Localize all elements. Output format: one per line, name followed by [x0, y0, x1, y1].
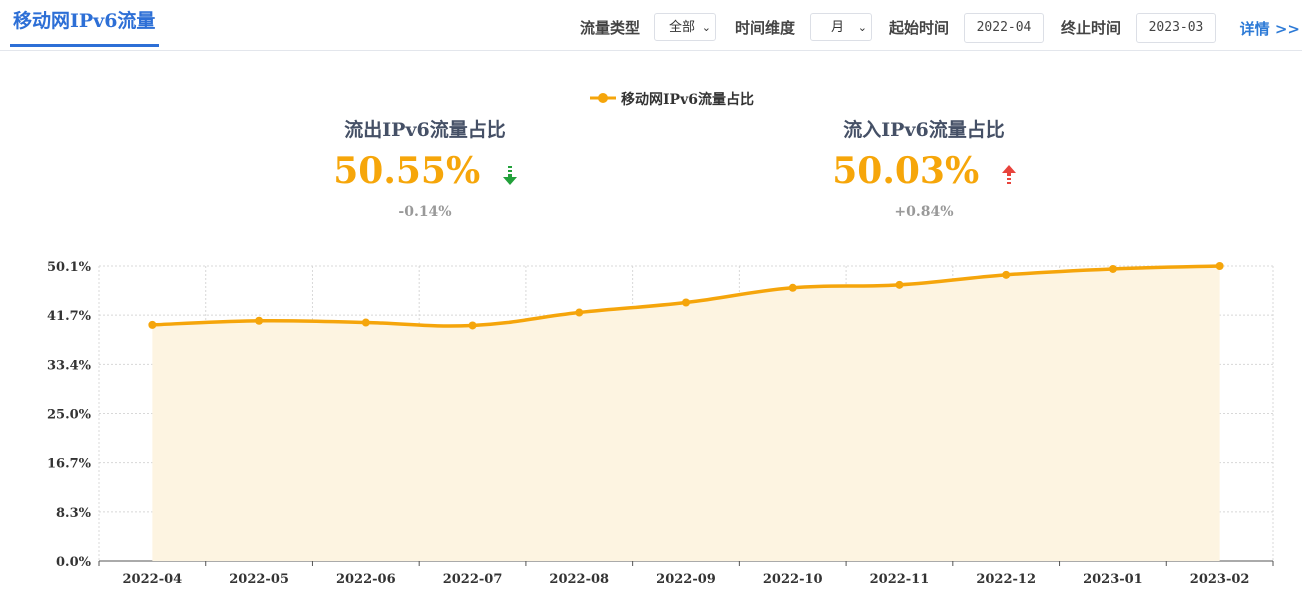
- details-link[interactable]: 详情 >>: [1239, 20, 1300, 38]
- tab-mobile-ipv6-traffic[interactable]: 移动网IPv6流量: [10, 0, 159, 47]
- data-point-2023-01: [1108, 264, 1117, 273]
- x-tick-label: 2022-08: [549, 572, 609, 587]
- data-point-2022-10: [788, 283, 797, 292]
- x-tick-label: 2022-05: [229, 572, 289, 587]
- y-tick-label: 8.3%: [56, 506, 92, 521]
- inflow-value: 50.03%: [832, 150, 980, 192]
- inflow-title: 流入IPv6流量占比: [843, 119, 1005, 141]
- x-tick-label: 2022-10: [763, 572, 823, 587]
- traffic-type-label: 流量类型: [580, 19, 641, 37]
- data-point-2023-02: [1215, 262, 1224, 270]
- data-point-2022-07: [468, 321, 477, 330]
- traffic-type-select[interactable]: 全部 ⌄: [654, 13, 716, 41]
- data-point-2022-12: [1002, 270, 1011, 279]
- x-tick-label: 2022-07: [443, 572, 503, 587]
- x-tick-label: 2022-12: [976, 572, 1036, 587]
- arrow-down-icon: [502, 153, 517, 195]
- data-point-2022-05: [255, 316, 264, 325]
- data-point-2022-08: [575, 308, 584, 317]
- time-dimension-select[interactable]: 月 ⌄: [810, 13, 872, 41]
- data-point-2022-04: [148, 320, 157, 329]
- y-tick-label: 25.0%: [47, 408, 92, 423]
- outflow-value: 50.55%: [333, 150, 481, 192]
- data-point-2022-09: [682, 298, 690, 307]
- x-tick-label: 2023-01: [1083, 572, 1143, 587]
- y-tick-label: 16.7%: [47, 457, 92, 472]
- x-tick-label: 2022-06: [336, 572, 396, 587]
- time-dimension-value: 月: [831, 20, 845, 35]
- filter-bar: 流量类型 全部 ⌄ 时间维度 月 ⌄ 起始时间 2022-04 终止时间 202…: [0, 13, 1302, 43]
- series-area-fill: [152, 266, 1220, 561]
- start-time-label: 起始时间: [889, 19, 950, 37]
- end-time-label: 终止时间: [1061, 19, 1122, 37]
- chevron-down-icon: ⌄: [701, 21, 711, 34]
- time-dimension-label: 时间维度: [735, 19, 796, 37]
- outflow-title: 流出IPv6流量占比: [344, 119, 506, 141]
- chevron-down-icon: ⌄: [857, 21, 867, 34]
- arrow-up-icon: [1001, 153, 1016, 195]
- x-tick-label: 2022-04: [123, 572, 183, 587]
- y-tick-label: 0.0%: [56, 555, 92, 570]
- outflow-stat-card: 流出IPv6流量占比 50.55% -0.14%: [275, 115, 575, 220]
- x-tick-label: 2022-09: [656, 572, 716, 587]
- outflow-change: -0.14%: [398, 204, 452, 220]
- inflow-change: +0.84%: [894, 204, 954, 220]
- inflow-stat-card: 流入IPv6流量占比 50.03% +0.84%: [774, 115, 1074, 220]
- legend-marker-icon: [590, 93, 616, 103]
- y-tick-label: 41.7%: [47, 309, 92, 324]
- data-point-2022-11: [895, 280, 904, 289]
- y-tick-label: 33.4%: [47, 358, 92, 373]
- end-time-input[interactable]: 2023-03: [1136, 13, 1216, 43]
- x-tick-label: 2022-11: [870, 572, 930, 587]
- data-point-2022-06: [361, 318, 370, 327]
- y-tick-label: 50.1%: [47, 260, 92, 275]
- legend-label: 移动网IPv6流量占比: [621, 92, 754, 108]
- page-header: 移动网IPv6流量 流量类型 全部 ⌄ 时间维度 月 ⌄ 起始时间 2022-0…: [0, 0, 1302, 51]
- traffic-type-value: 全部: [669, 20, 696, 35]
- x-tick-label: 2023-02: [1190, 572, 1250, 587]
- start-time-input[interactable]: 2022-04: [964, 13, 1044, 43]
